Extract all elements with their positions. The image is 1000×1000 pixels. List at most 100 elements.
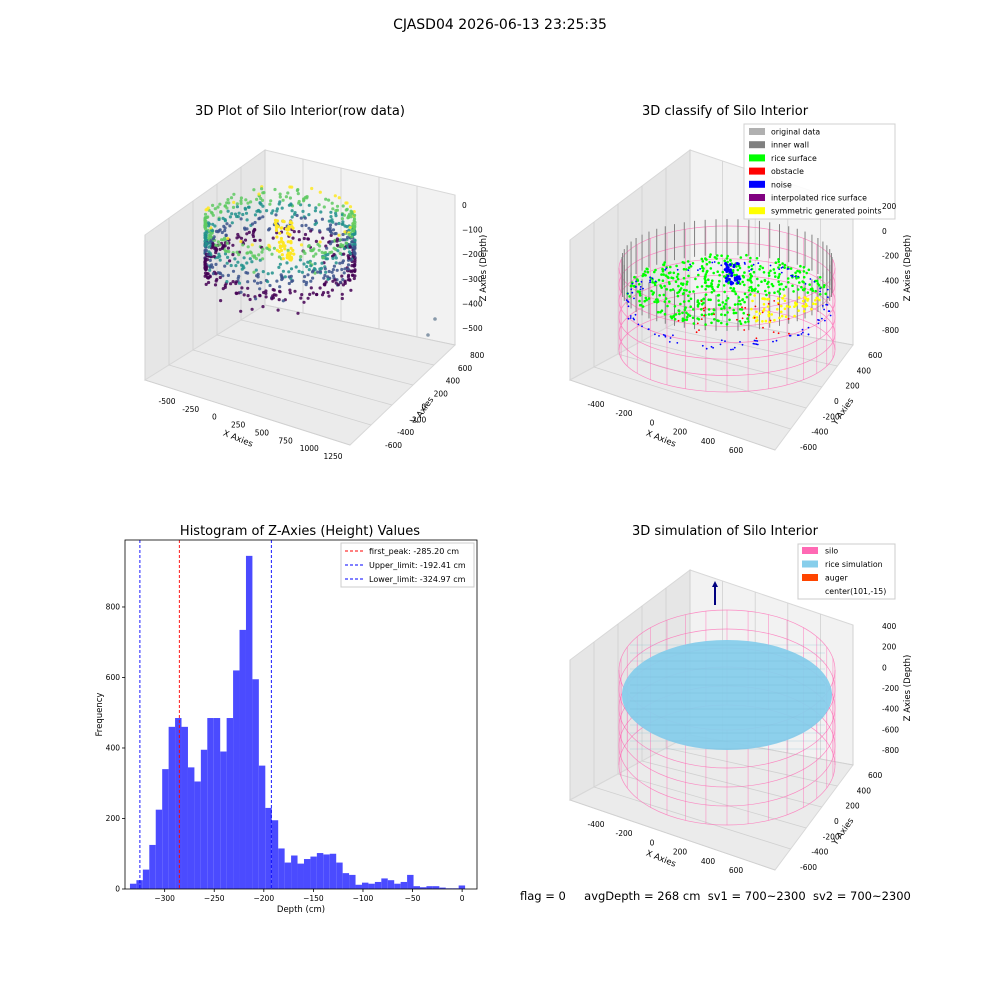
rice-surface-point [728, 318, 731, 322]
obstacle-point [713, 313, 715, 316]
rice-surface-point [738, 320, 742, 323]
noise-point [649, 281, 651, 284]
noise-point [697, 269, 699, 271]
noise-point [637, 323, 640, 326]
raw-point [342, 271, 346, 275]
rice-surface-point [713, 318, 716, 321]
raw-point [254, 297, 258, 301]
rice-surface-point [804, 297, 808, 300]
rice-surface-point [687, 274, 690, 278]
raw-point [352, 232, 356, 237]
rice-surface-point [656, 300, 660, 303]
raw-point [348, 205, 353, 209]
z-axis-label: Z Axies (Depth) [479, 235, 489, 302]
raw-point [300, 293, 304, 297]
rice-surface-point [736, 302, 740, 306]
rice-surface-point [700, 257, 704, 261]
raw-point [246, 201, 250, 205]
histogram-bar [155, 809, 163, 889]
raw-point [340, 296, 344, 301]
rice-surface-point [704, 273, 708, 276]
rice-surface-point [663, 312, 667, 316]
raw-point [231, 269, 236, 273]
noise-point [753, 339, 756, 342]
raw-point [286, 248, 290, 252]
z-tick-label: -600 [882, 301, 899, 310]
rice-surface-point [727, 281, 731, 285]
rice-surface-point [795, 277, 798, 280]
obstacle-point [698, 329, 700, 331]
rice-surface-point [750, 264, 753, 268]
raw-point [341, 220, 345, 224]
rice-surface-point [643, 299, 646, 303]
rice-surface-point [659, 284, 662, 288]
x-tick-label: 1000 [300, 444, 319, 453]
raw-point [341, 278, 345, 282]
raw-point [237, 250, 241, 254]
rice-surface-point [717, 283, 720, 287]
legend-swatch [749, 207, 765, 215]
rice-surface-point [759, 265, 762, 268]
grid-line [593, 366, 791, 430]
raw-point [243, 238, 248, 242]
raw-point [323, 267, 327, 271]
rice-surface-point [645, 298, 648, 302]
histogram-bar [187, 767, 195, 889]
raw-point [233, 257, 237, 261]
raw-point [306, 273, 310, 277]
rice-surface-point [709, 267, 713, 270]
rice-surface-point [814, 289, 817, 293]
rice-surface-point [681, 283, 685, 287]
noise-point [739, 341, 741, 343]
grid-line [641, 760, 822, 808]
raw-point [283, 275, 287, 279]
rice-surface-point [817, 283, 821, 287]
y-tick-label: 0 [115, 885, 120, 894]
raw-point [351, 222, 355, 226]
rice-surface-point [672, 314, 676, 318]
raw-point [231, 205, 236, 209]
raw-point [323, 251, 328, 255]
rice-surface-point [745, 253, 748, 257]
rice-surface-point [756, 290, 760, 294]
x-tick-label: -500 [158, 397, 175, 406]
rice-surface-point [712, 308, 716, 312]
raw-point [343, 230, 347, 234]
rice-surface-point [709, 298, 712, 302]
raw-point [285, 231, 290, 235]
raw-point [207, 280, 211, 285]
y-tick-label: 0 [834, 817, 839, 826]
raw-point [261, 270, 265, 274]
x-axis-label: Depth (cm) [277, 905, 325, 915]
raw-point [231, 243, 235, 247]
rice-surface-point [657, 278, 661, 282]
raw-point [346, 267, 350, 271]
z-tick-label: 0 [882, 227, 887, 236]
raw-point [262, 290, 266, 295]
histogram-bar [361, 882, 369, 889]
raw-point [313, 222, 317, 226]
rice-surface-point [780, 310, 783, 314]
rice-surface-point [667, 276, 670, 280]
rice-surface-point [702, 297, 705, 301]
raw-point [252, 188, 256, 192]
y-tick-label: -400 [811, 428, 828, 437]
noise-point [809, 278, 812, 280]
raw-point [251, 230, 256, 234]
rice-surface-point [802, 288, 805, 292]
rice-surface-point [818, 293, 822, 296]
raw-point [258, 210, 262, 214]
rice-surface-point [802, 310, 806, 313]
noise-point [728, 270, 732, 274]
raw-point [340, 261, 345, 265]
z-tick-label: 200 [882, 202, 897, 211]
noise-point [755, 339, 757, 342]
noise-point [800, 333, 803, 335]
y-tick-label: 400 [857, 786, 872, 795]
rice-surface-point [720, 313, 723, 316]
histogram-bar [175, 718, 182, 889]
rice-surface-point [764, 319, 768, 323]
raw-point [303, 232, 308, 237]
raw-point [309, 264, 313, 268]
rice-surface-point [783, 263, 787, 267]
